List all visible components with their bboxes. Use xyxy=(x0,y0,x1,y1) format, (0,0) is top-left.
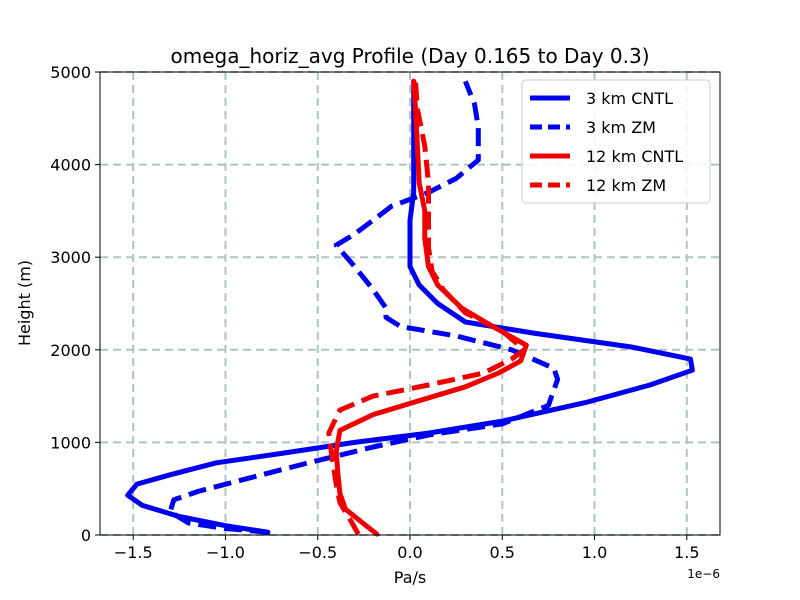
series-line-3-km-cntl xyxy=(125,78,695,535)
y-tick-label: 1000 xyxy=(50,433,91,452)
y-tick-label: 3000 xyxy=(50,248,91,267)
x-tick-label: 1.5 xyxy=(674,543,699,562)
y-tick-label: 2000 xyxy=(50,341,91,360)
x-tick-label: 1.0 xyxy=(582,543,607,562)
legend: 3 km CNTL 3 km ZM 12 km CNTL 12 km ZM xyxy=(521,79,711,204)
x-tick-label: −1.0 xyxy=(206,543,245,562)
y-axis-label: Height (m) xyxy=(15,260,34,346)
series-line-3-km-zm xyxy=(167,80,561,535)
chart-title: omega_horiz_avg Profile (Day 0.165 to Da… xyxy=(170,44,649,68)
legend-label: 3 km CNTL xyxy=(586,89,673,108)
x-tick-label: −0.5 xyxy=(298,543,337,562)
legend-label: 3 km ZM xyxy=(586,118,656,137)
x-tick-label: 0.0 xyxy=(397,543,422,562)
y-tick-label: 0 xyxy=(81,526,91,545)
x-tick-label: −1.5 xyxy=(114,543,153,562)
x-axis-ticks: −1.5 −1.0 −0.5 0.0 0.5 1.0 1.5 xyxy=(114,535,700,562)
series-line-12-km-zm xyxy=(326,81,527,536)
legend-label: 12 km ZM xyxy=(586,176,666,195)
legend-box xyxy=(521,79,711,204)
series-lines xyxy=(125,78,695,537)
y-tick-label: 4000 xyxy=(50,156,91,175)
x-axis-label: Pa/s xyxy=(394,568,426,587)
x-tick-label: 0.5 xyxy=(490,543,515,562)
series-line-12-km-cntl xyxy=(333,78,529,537)
y-tick-label: 5000 xyxy=(50,63,91,82)
y-axis-ticks: 0 1000 2000 3000 4000 5000 xyxy=(50,63,100,545)
legend-label: 12 km CNTL xyxy=(586,147,683,166)
x-axis-offset-label: 1e−6 xyxy=(687,567,720,581)
